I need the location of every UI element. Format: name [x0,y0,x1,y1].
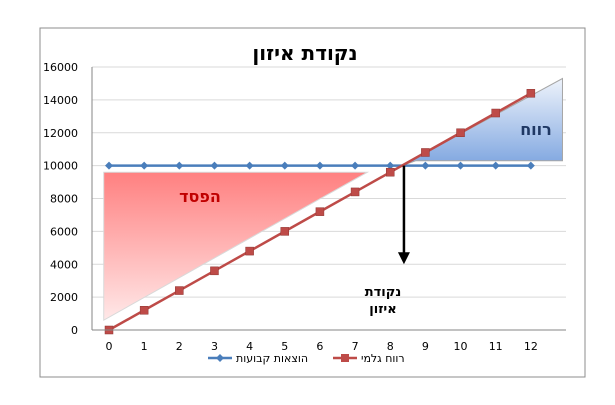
legend-marker-1 [341,354,349,362]
y-tick-label: 4000 [50,258,78,271]
breakeven-label-line2: איזון [369,302,396,317]
data-point-1 [385,167,395,177]
data-point-1 [139,306,149,315]
data-point-0 [105,161,113,170]
x-tick-label: 11 [489,340,503,353]
x-tick-label: 4 [246,340,253,353]
y-tick-label: 12000 [43,127,78,140]
x-tick-label: 12 [524,340,538,353]
y-tick-label: 0 [71,324,78,337]
data-point-1 [315,207,325,216]
data-point-0 [421,161,430,170]
y-tick-label: 8000 [50,193,78,206]
x-tick-label: 1 [141,340,148,353]
y-tick-label: 6000 [50,225,78,238]
data-point-1 [421,148,430,157]
y-tick-label: 10000 [43,160,78,173]
data-point-1 [350,187,360,197]
data-point-0 [491,161,500,170]
data-point-1 [175,286,184,295]
data-point-1 [526,89,536,98]
loss-label: הפסד [179,187,221,206]
x-tick-label: 10 [454,340,468,353]
x-tick-label: 5 [281,340,288,353]
loss-region [103,171,370,321]
x-tick-label: 6 [316,340,323,353]
data-point-0 [526,161,535,170]
profit-label: רווח [520,120,552,139]
data-point-1 [456,128,465,137]
y-tick-label: 16000 [43,61,78,74]
data-point-0 [210,161,219,170]
data-point-1 [280,227,290,236]
data-point-0 [315,161,324,170]
profit-region [401,77,563,167]
legend-marker-0 [216,354,224,362]
x-tick-label: 2 [176,340,183,353]
data-point-1 [245,246,254,256]
data-point-0 [175,161,184,170]
x-tick-label: 9 [422,340,429,353]
breakeven-label-line1: נקודת [365,285,401,300]
data-point-0 [351,161,360,170]
data-point-0 [280,161,289,170]
legend-label-0: הוצאות קבועות [236,352,308,365]
x-tick-label: 8 [387,340,394,353]
breakeven-arrow-head [397,252,410,265]
y-tick-label: 2000 [50,291,78,304]
data-point-0 [456,161,465,170]
x-tick-label: 0 [106,340,113,353]
data-point-1 [491,108,500,118]
data-point-0 [245,161,254,170]
x-tick-label: 3 [211,340,218,353]
data-point-0 [140,161,149,170]
y-tick-label: 14000 [43,94,78,107]
data-point-1 [210,266,219,276]
legend-label-1: רווח גלמי [361,352,405,365]
chart-title: נקודת איזון [252,41,357,65]
data-point-0 [386,161,395,170]
x-tick-label: 7 [352,340,359,353]
